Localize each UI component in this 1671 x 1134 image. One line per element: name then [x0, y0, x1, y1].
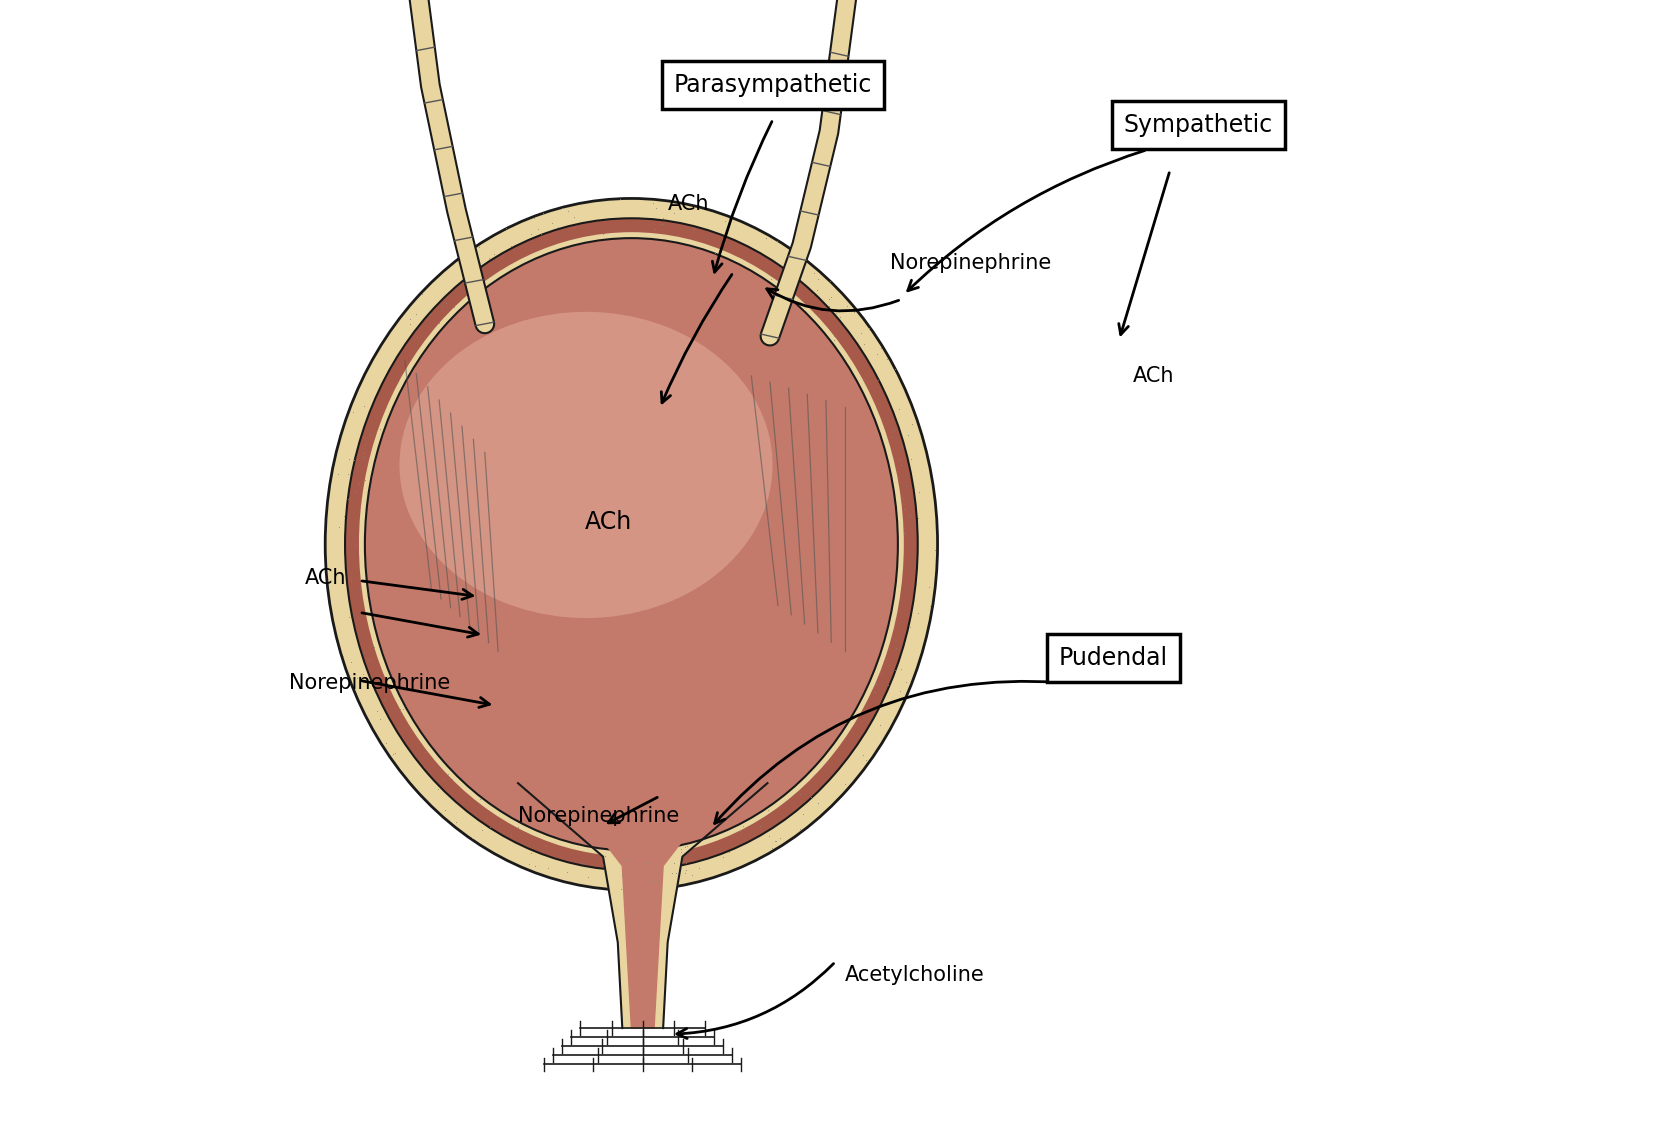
Text: Norepinephrine: Norepinephrine — [289, 672, 449, 693]
Text: ACh: ACh — [585, 509, 632, 534]
FancyArrowPatch shape — [363, 612, 478, 637]
FancyArrowPatch shape — [608, 797, 657, 823]
FancyArrowPatch shape — [1120, 172, 1170, 335]
Polygon shape — [563, 789, 722, 1029]
Text: Sympathetic: Sympathetic — [1125, 112, 1273, 137]
FancyArrowPatch shape — [767, 289, 899, 311]
FancyArrowPatch shape — [715, 682, 1059, 823]
Ellipse shape — [399, 312, 772, 618]
Text: Norepinephrine: Norepinephrine — [891, 253, 1051, 273]
Text: ACh: ACh — [667, 194, 709, 214]
FancyArrowPatch shape — [712, 121, 772, 272]
Ellipse shape — [326, 198, 937, 890]
Text: Pudendal: Pudendal — [1059, 645, 1168, 670]
FancyArrowPatch shape — [363, 680, 490, 708]
Text: Acetylcholine: Acetylcholine — [844, 965, 984, 985]
FancyArrowPatch shape — [907, 151, 1145, 290]
Text: Parasympathetic: Parasympathetic — [673, 73, 872, 98]
Text: Norepinephrine: Norepinephrine — [518, 806, 678, 827]
Ellipse shape — [359, 232, 904, 856]
FancyArrowPatch shape — [662, 274, 732, 403]
Polygon shape — [518, 784, 767, 1029]
FancyArrowPatch shape — [363, 581, 473, 600]
Ellipse shape — [364, 238, 897, 850]
Text: ACh: ACh — [304, 568, 346, 589]
Ellipse shape — [344, 218, 917, 871]
FancyArrowPatch shape — [677, 964, 834, 1039]
Text: ACh: ACh — [1133, 366, 1175, 387]
